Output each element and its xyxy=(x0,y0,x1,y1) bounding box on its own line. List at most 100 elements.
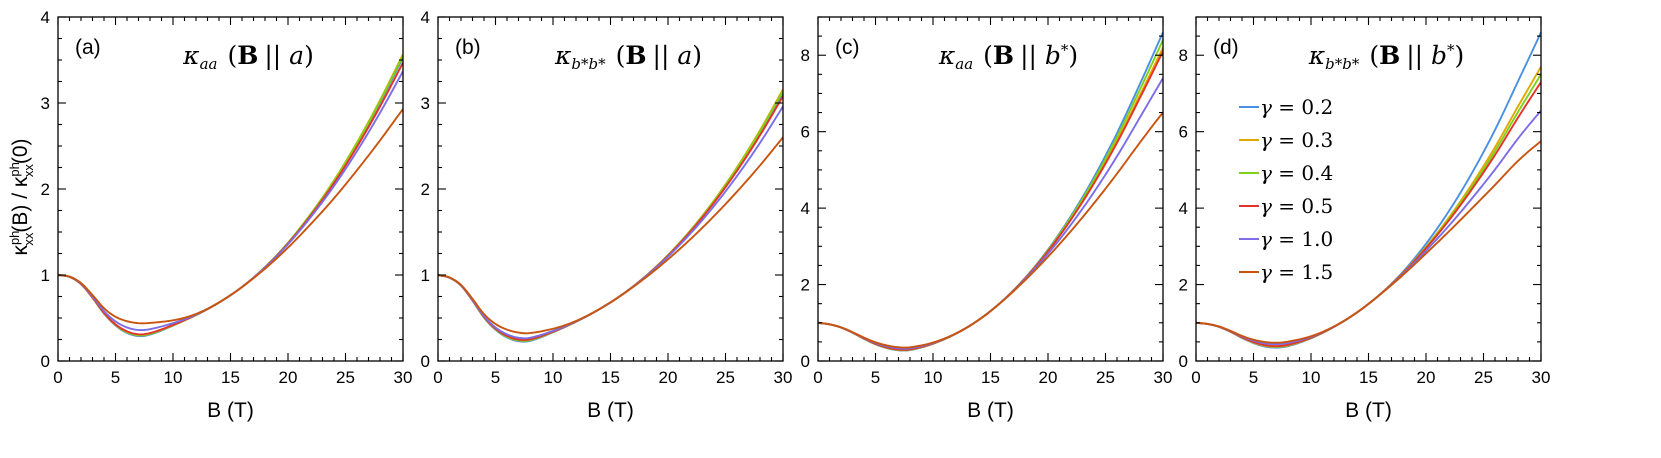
title-bold: B xyxy=(1379,41,1400,70)
title-bold: B xyxy=(993,41,1014,70)
series-line-2 xyxy=(58,53,403,337)
x-tick-label: 0 xyxy=(813,368,822,387)
ylabel-kappa: κ xyxy=(9,245,32,256)
legend-label-2: γ = 0.3 xyxy=(1260,128,1333,152)
x-tick-label: 30 xyxy=(774,368,793,387)
y-tick-label: 1 xyxy=(41,266,50,285)
y-tick-label: 6 xyxy=(1179,123,1188,142)
series-line-4 xyxy=(818,50,1163,351)
title-rest: || a xyxy=(653,41,693,71)
title-paren-close: ) xyxy=(1068,41,1078,70)
y-tick-label: 6 xyxy=(801,123,810,142)
x-tick-label: 15 xyxy=(601,368,620,387)
legend-label-5: γ = 1.0 xyxy=(1260,227,1333,251)
title-sub: aa xyxy=(200,55,218,73)
ylabel-sup-2: ph xyxy=(7,162,22,176)
x-tick-label: 30 xyxy=(394,368,413,387)
title-kappa: κ xyxy=(1308,41,1326,70)
x-axis-label: B (T) xyxy=(1345,399,1392,422)
series-line-1 xyxy=(818,31,1163,352)
y-axis-label: κphxx(B) / κphxx(0) xyxy=(7,138,36,255)
series-line-4 xyxy=(58,62,403,336)
series-line-6 xyxy=(438,136,783,335)
y-tick-label: 2 xyxy=(801,276,810,295)
x-axis-label: B (T) xyxy=(587,399,634,422)
title-kappa: κ xyxy=(554,41,572,70)
title-kappa: κ xyxy=(938,41,956,70)
title-paren-open: ( xyxy=(616,41,626,70)
series-line-3 xyxy=(58,55,403,337)
panel-a: 0 5 10 15 20 25 30 0 1 2 3 4 B (T) (a) κaa (B || a) xyxy=(41,8,413,422)
x-tick-label: 25 xyxy=(1096,368,1115,387)
legend-label-4: γ = 0.5 xyxy=(1260,194,1333,218)
y-tick-label: 3 xyxy=(41,94,50,113)
x-tick-label: 20 xyxy=(1417,368,1436,387)
ylabel-sup: ph xyxy=(7,231,22,245)
plot-frame xyxy=(437,16,784,362)
x-tick-label: 5 xyxy=(491,368,500,387)
title-paren-close: ) xyxy=(1455,41,1465,70)
x-tick-label: 0 xyxy=(1191,368,1200,387)
title-paren-close: ) xyxy=(692,41,702,70)
series-line-3 xyxy=(818,39,1163,352)
x-axis-label: B (T) xyxy=(207,399,254,422)
ylabel-sub-2: xx xyxy=(21,164,36,178)
y-tick-label: 8 xyxy=(801,46,810,65)
series-line-6 xyxy=(1196,140,1541,344)
title-bold: B xyxy=(625,41,646,70)
x-tick-label: 0 xyxy=(53,368,62,387)
panel-d: 0 5 10 15 20 25 30 0 2 4 6 8 B (T) (d) κb*b* (B || b*) xyxy=(1179,16,1550,422)
x-tick-label: 10 xyxy=(164,368,183,387)
panel-letter: (c) xyxy=(835,36,860,59)
legend-label-3: γ = 0.4 xyxy=(1260,161,1333,185)
x-tick-label: 15 xyxy=(1359,368,1378,387)
panel-title: κb*b* (B || b*) xyxy=(1308,41,1465,73)
panel-letter: (a) xyxy=(75,36,101,59)
series-group xyxy=(58,53,403,338)
title-kappa: κ xyxy=(182,41,200,70)
y-tick-label: 4 xyxy=(41,8,50,27)
series-line-6 xyxy=(58,108,403,325)
y-tick-label: 0 xyxy=(421,352,430,371)
x-tick-label: 25 xyxy=(1474,368,1493,387)
title-sub: b*b* xyxy=(1325,55,1360,73)
title-paren-open: ( xyxy=(1369,41,1379,70)
y-tick-label: 8 xyxy=(1179,46,1188,65)
panel-b: 0 5 10 15 20 25 30 0 1 2 3 4 B (T) (b) κb*b* (B || a) xyxy=(421,8,793,422)
x-tick-label: 30 xyxy=(1154,368,1173,387)
x-tick-label: 15 xyxy=(981,368,1000,387)
panel-title: κaa (B || b*) xyxy=(938,41,1078,73)
y-tick-label: 2 xyxy=(1179,276,1188,295)
x-tick-label: 0 xyxy=(433,368,442,387)
series-group xyxy=(818,31,1163,352)
x-tick-label: 20 xyxy=(1039,368,1058,387)
x-tick-label: 5 xyxy=(111,368,120,387)
ylabel-mid: (B) / κ xyxy=(9,176,32,232)
y-tick-label: 2 xyxy=(41,180,50,199)
y-tick-label: 0 xyxy=(41,352,50,371)
title-rest: || b xyxy=(1406,41,1447,71)
series-line-5 xyxy=(1196,110,1541,346)
y-tick-label: 3 xyxy=(421,94,430,113)
series-group xyxy=(438,88,783,343)
series-line-1 xyxy=(438,92,783,343)
title-paren-close: ) xyxy=(304,41,314,70)
legend-label-1: γ = 0.2 xyxy=(1260,95,1333,119)
series-line-2 xyxy=(818,47,1163,352)
title-sup: * xyxy=(1447,41,1455,59)
ylabel-end: (0) xyxy=(9,138,32,164)
panel-letter: (b) xyxy=(455,36,481,59)
y-tick-label: 1 xyxy=(421,266,430,285)
x-tick-label: 5 xyxy=(1249,368,1258,387)
series-group xyxy=(1196,31,1541,349)
panel-title: κaa (B || a) xyxy=(182,41,314,73)
y-tick-label: 0 xyxy=(801,352,810,371)
x-tick-label: 10 xyxy=(924,368,943,387)
title-sub: aa xyxy=(955,55,973,73)
panel-title: κb*b* (B || a) xyxy=(554,41,702,73)
legend-label-6: γ = 1.5 xyxy=(1260,260,1333,284)
x-tick-label: 25 xyxy=(336,368,355,387)
x-tick-label: 10 xyxy=(1302,368,1321,387)
